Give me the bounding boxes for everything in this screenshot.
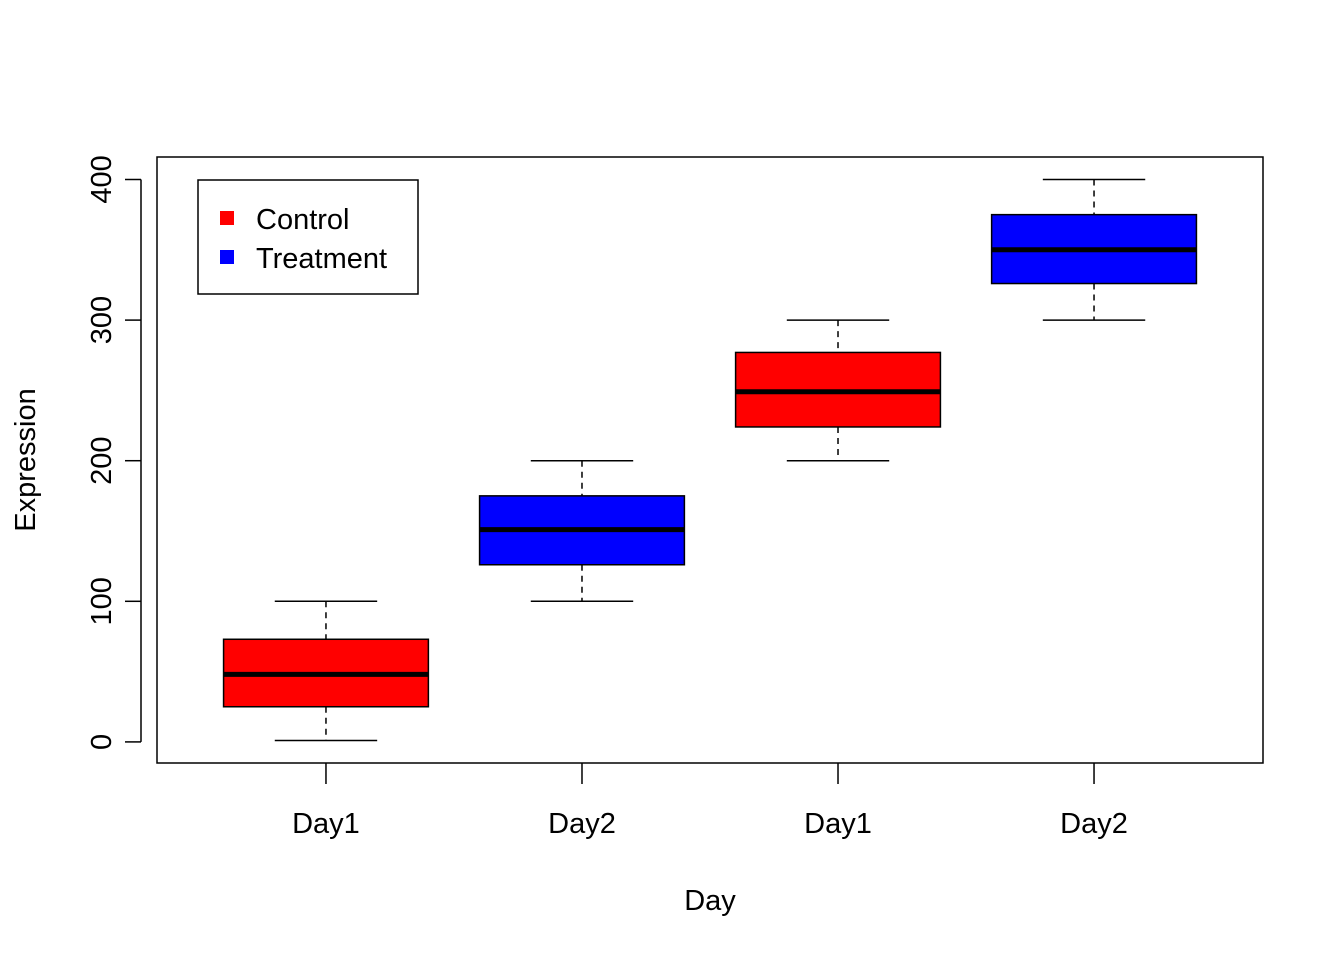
y-axis-label: Expression <box>10 388 42 531</box>
box-3 <box>734 319 942 462</box>
box-series <box>222 178 1198 742</box>
box-2 <box>478 459 686 603</box>
legend-swatch-treatment <box>220 250 234 264</box>
y-tick-label: 300 <box>86 296 118 344</box>
plot-frame <box>156 156 1264 764</box>
x-axis-label: Day <box>684 885 736 917</box>
y-tick-label: 0 <box>86 734 118 750</box>
legend-label-control: Control <box>256 204 350 236</box>
y-tick-label: 400 <box>86 155 118 203</box>
x-tick-label: Day1 <box>292 808 360 840</box>
y-tick-label: 200 <box>86 437 118 485</box>
box-1 <box>222 600 430 742</box>
x-tick-label: Day2 <box>1060 808 1128 840</box>
legend: Control Treatment <box>197 179 419 295</box>
y-tick-label: 100 <box>86 577 118 625</box>
box-4 <box>990 178 1198 321</box>
x-tick-label: Day1 <box>804 808 872 840</box>
x-axis: Day1 Day2 Day1 Day2 <box>292 763 1128 840</box>
y-axis: 0 100 200 300 400 <box>86 155 142 750</box>
legend-frame <box>197 179 419 295</box>
x-tick-label: Day2 <box>548 808 616 840</box>
legend-label-treatment: Treatment <box>256 243 387 275</box>
legend-swatch-control <box>220 211 234 225</box>
